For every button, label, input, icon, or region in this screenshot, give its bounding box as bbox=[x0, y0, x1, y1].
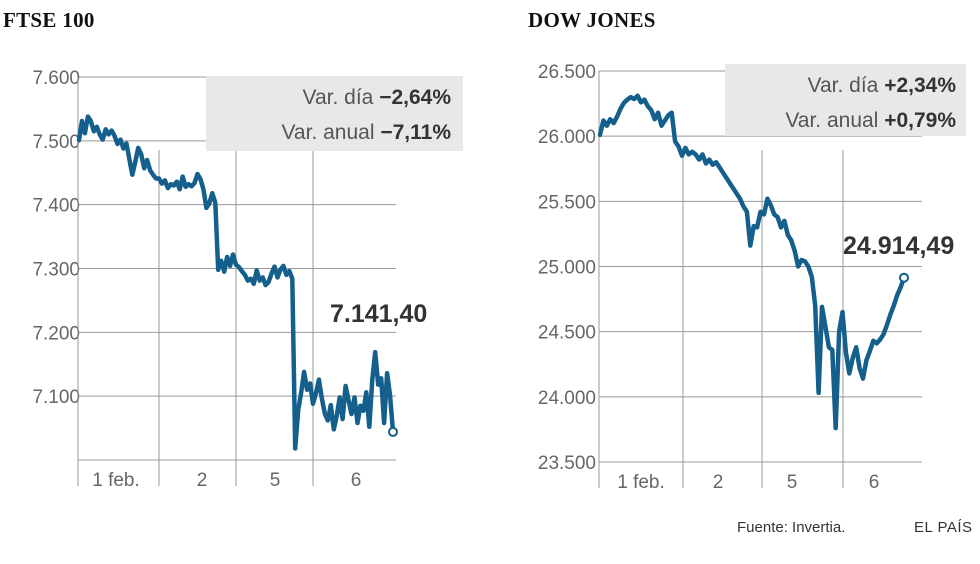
y-tick-label: 7.600 bbox=[32, 68, 80, 89]
day-change-row: Var. día −2,64% bbox=[303, 86, 452, 109]
y-tick-label: 24.500 bbox=[538, 323, 596, 344]
last-value-marker bbox=[388, 426, 398, 437]
y-tick-label: 7.200 bbox=[32, 323, 80, 344]
day-change-label: Var. día bbox=[303, 86, 380, 109]
x-tick-label: 2 bbox=[197, 470, 208, 491]
ftse-chart-title: FTSE 100 bbox=[3, 8, 95, 32]
last-value-label: 24.914,49 bbox=[843, 232, 954, 260]
y-tick-label: 25.000 bbox=[538, 258, 596, 279]
day-change-row: Var. día +2,34% bbox=[808, 74, 957, 97]
y-tick-label: 24.000 bbox=[538, 388, 596, 409]
last-value-label: 7.141,40 bbox=[330, 300, 427, 328]
source-credit: Fuente: Invertia. bbox=[737, 519, 846, 536]
y-tick-label: 7.500 bbox=[32, 132, 80, 153]
y-tick-label: 23.500 bbox=[538, 453, 596, 474]
x-tick-label: 5 bbox=[787, 472, 798, 493]
annual-change-label: Var. anual bbox=[281, 121, 380, 144]
day-change-value: +2,34% bbox=[884, 74, 956, 97]
x-tick-label: 2 bbox=[713, 472, 724, 493]
annual-change-row: Var. anual +0,79% bbox=[785, 109, 956, 132]
series-line bbox=[597, 93, 907, 431]
y-tick-label: 25.500 bbox=[538, 192, 596, 213]
stats-box bbox=[725, 64, 966, 136]
y-tick-label: 7.100 bbox=[32, 387, 80, 408]
x-tick-label: 6 bbox=[351, 470, 362, 491]
y-tick-label: 7.300 bbox=[32, 260, 80, 281]
dow-chart-title: DOW JONES bbox=[528, 8, 656, 32]
annual-change-label: Var. anual bbox=[785, 109, 884, 132]
y-tick-label: 7.400 bbox=[32, 196, 80, 217]
series-line bbox=[76, 114, 396, 451]
day-change-label: Var. día bbox=[808, 74, 885, 97]
day-change-value: −2,64% bbox=[379, 86, 451, 109]
x-tick-label: 1 feb. bbox=[92, 470, 140, 491]
annual-change-row: Var. anual −7,11% bbox=[281, 121, 451, 144]
x-tick-label: 1 feb. bbox=[617, 472, 665, 493]
x-tick-label: 5 bbox=[270, 470, 281, 491]
stats-box bbox=[206, 76, 463, 151]
annual-change-value: +0,79% bbox=[884, 109, 956, 132]
y-tick-label: 26.000 bbox=[538, 127, 596, 148]
y-tick-label: 26.500 bbox=[538, 62, 596, 83]
annual-change-value: −7,11% bbox=[380, 121, 451, 144]
publisher-brand: EL PAÍS bbox=[914, 519, 973, 536]
x-tick-label: 6 bbox=[869, 472, 880, 493]
last-value-marker bbox=[899, 272, 909, 283]
